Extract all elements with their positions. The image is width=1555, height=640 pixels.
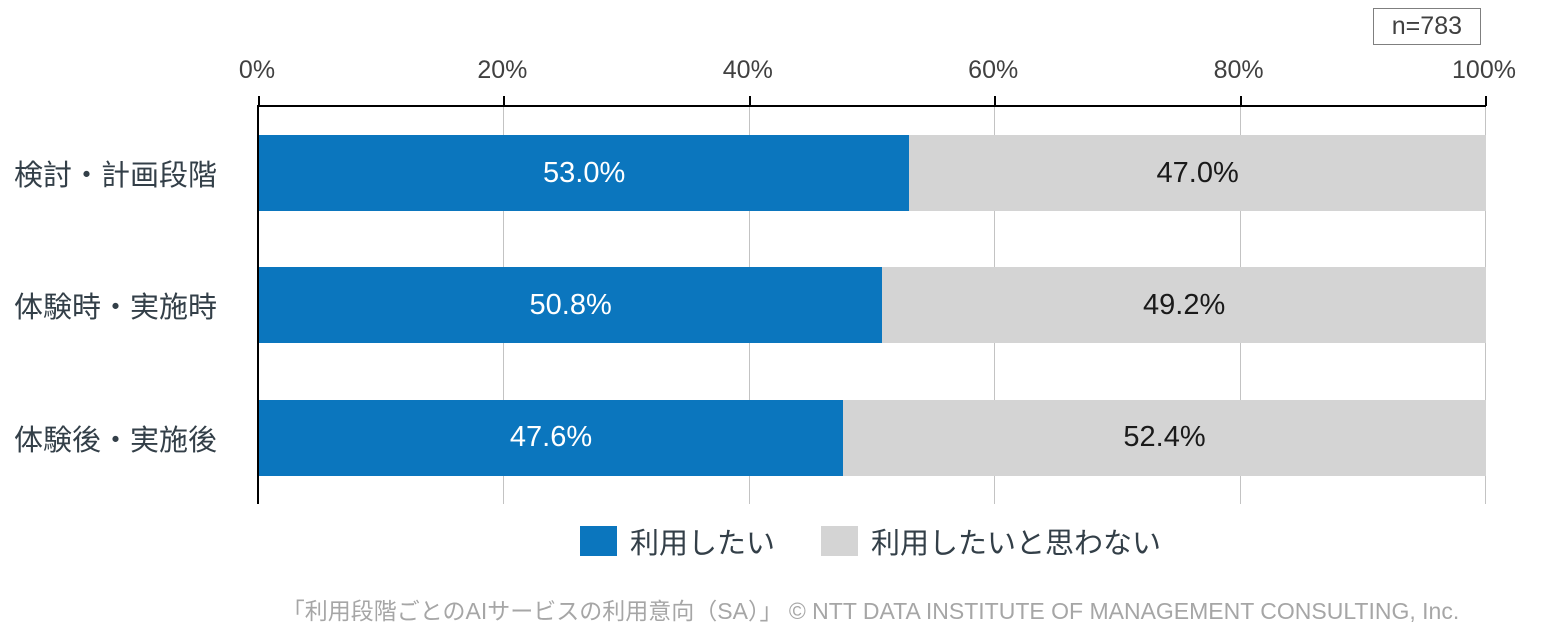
x-axis-tick-label: 20% — [477, 56, 528, 84]
bar-row: 検討・計画段階 53.0% 47.0% — [14, 107, 1486, 239]
x-axis-tick-label: 60% — [968, 56, 1019, 84]
bar-segment: 52.4% — [843, 399, 1486, 476]
x-axis-tick-label: 80% — [1213, 56, 1264, 84]
x-axis-tick-label: 0% — [238, 56, 276, 84]
value-label: 47.6% — [509, 421, 593, 454]
stacked-bar: 47.6% 52.4% — [259, 399, 1486, 476]
bar-segment: 49.2% — [882, 267, 1486, 344]
bar-segment: 47.6% — [259, 399, 844, 476]
legend-label: 利用したいと思わない — [871, 528, 1162, 560]
axis-tick — [1485, 96, 1487, 106]
bar-segment: 53.0% — [259, 135, 910, 212]
category-label: 体験時・実施時 — [14, 292, 218, 325]
bar-row: 体験時・実施時 50.8% 49.2% — [14, 239, 1486, 371]
legend-swatch — [821, 526, 858, 556]
bar-row: 体験後・実施後 47.6% 52.4% — [14, 372, 1486, 504]
sample-size-badge: n=783 — [1372, 8, 1481, 45]
stacked-bar: 53.0% 47.0% — [259, 135, 1486, 212]
x-axis-tick-labels: 0% 20% 40% 60% 80% 100% — [239, 56, 1516, 86]
legend-swatch — [579, 526, 617, 556]
value-label: 52.4% — [1123, 421, 1206, 454]
category-label: 検討・計画段階 — [14, 160, 218, 193]
bar-segment: 47.0% — [909, 135, 1486, 212]
value-label: 53.0% — [543, 156, 626, 189]
category-label: 体験後・実施後 — [14, 424, 218, 457]
stacked-bar: 50.8% 49.2% — [259, 267, 1486, 344]
x-axis-tick-label: 100% — [1452, 56, 1516, 84]
legend-item: 利用したいと思わない — [821, 520, 1161, 562]
legend-label: 利用したい — [629, 528, 775, 560]
plot-area: 検討・計画段階 53.0% 47.0% 体験時・実施時 50.8% 49.2% 体験後・実施… — [14, 96, 1487, 504]
bar-segment: 50.8% — [259, 267, 883, 344]
axis-tick — [994, 96, 997, 106]
x-axis-tick-label: 40% — [722, 56, 773, 84]
value-label: 49.2% — [1143, 288, 1226, 321]
source-caption: 「利用段階ごとのAIサービスの利用意向（SA）」 © NTT DATA INST… — [281, 598, 1460, 624]
axis-tick — [1239, 96, 1242, 106]
legend: 利用したい 利用したいと思わない — [257, 520, 1484, 562]
bar-rows: 検討・計画段階 53.0% 47.0% 体験時・実施時 50.8% 49.2% 体験後・実施… — [14, 107, 1486, 504]
value-label: 47.0% — [1156, 156, 1239, 189]
axis-tick — [748, 96, 751, 106]
axis-tick — [258, 96, 260, 106]
axis-tick — [503, 96, 506, 106]
value-label: 50.8% — [529, 288, 612, 321]
legend-item: 利用したい — [579, 520, 775, 562]
